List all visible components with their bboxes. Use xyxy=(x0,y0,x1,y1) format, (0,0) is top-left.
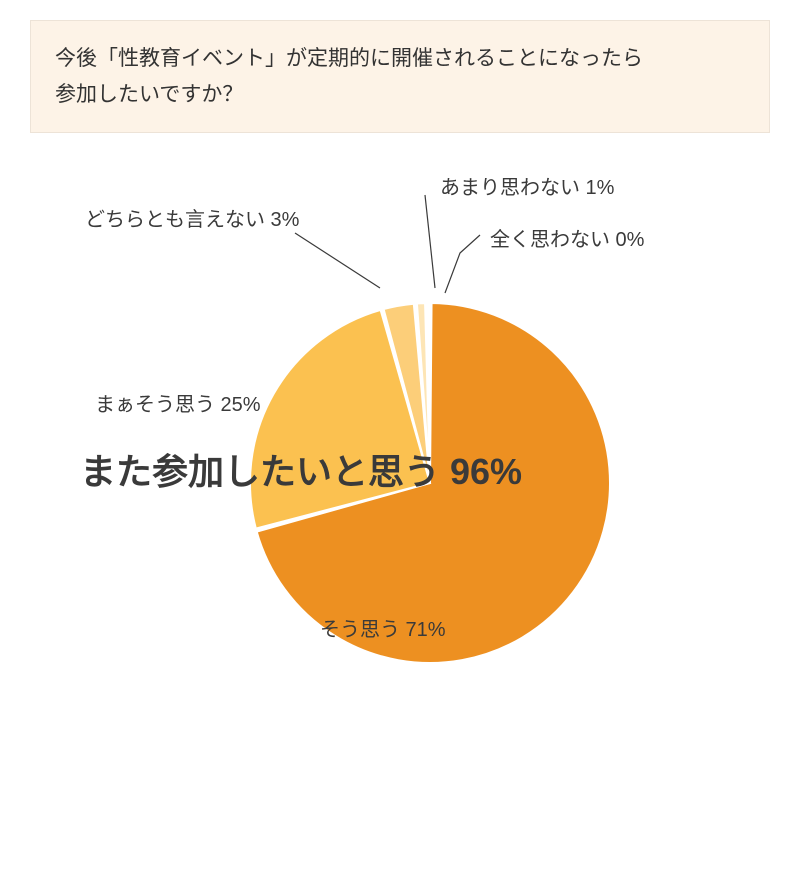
survey-question: 今後「性教育イベント」が定期的に開催されることになったら参加したいですか？ xyxy=(30,20,770,133)
headline-stat: また参加したいと思う 96% xyxy=(80,443,522,495)
label-somewhat-agree: まぁそう思う 25% xyxy=(95,388,261,417)
label-neither: どちらとも言えない 3% xyxy=(85,203,299,232)
chart-area: どちらとも言えない 3% あまり思わない 1% 全く思わない 0% まぁそう思う… xyxy=(0,133,800,813)
label-agree: そう思う 71% xyxy=(320,613,446,642)
label-not-much: あまり思わない 1% xyxy=(440,171,614,200)
leader-line xyxy=(295,233,380,288)
label-not-at-all: 全く思わない 0% xyxy=(490,223,644,252)
leader-line xyxy=(425,195,435,288)
question-text: 今後「性教育イベント」が定期的に開催されることになったら参加したいですか？ xyxy=(55,47,643,106)
leader-line xyxy=(445,235,480,293)
